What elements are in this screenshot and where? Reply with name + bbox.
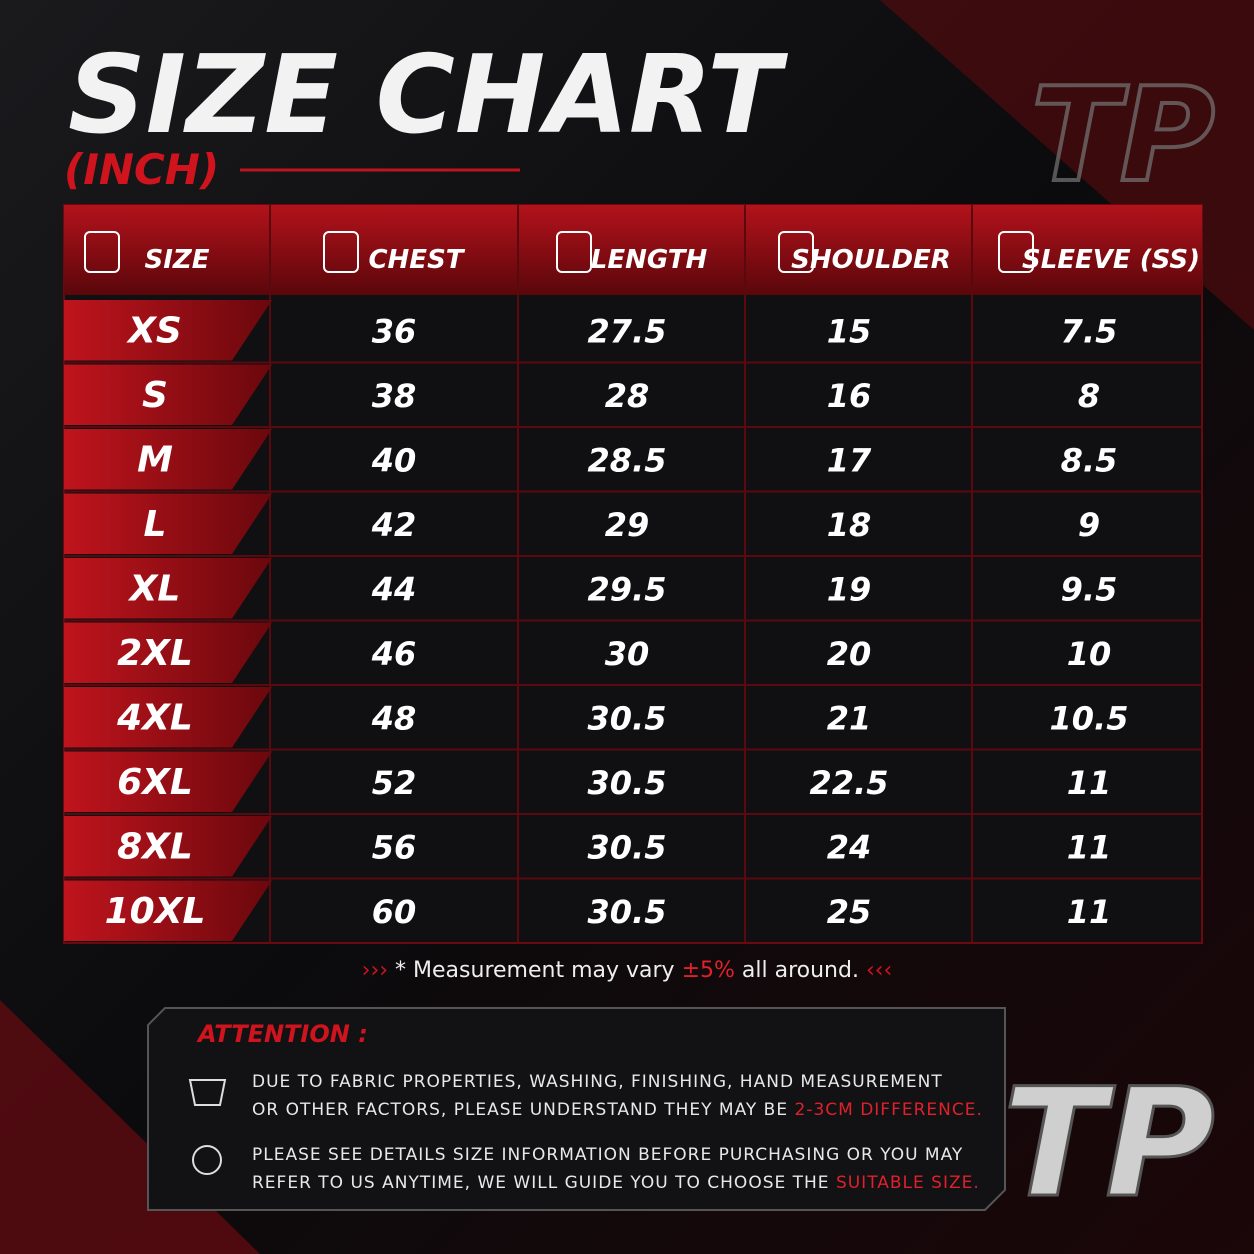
size-label: L	[144, 504, 167, 545]
measurement-cell: 25	[827, 893, 872, 931]
measurement-cell: 11	[1067, 893, 1112, 931]
size-cell	[64, 558, 272, 619]
attention-text: DUE TO FABRIC PROPERTIES, WASHING, FINIS…	[252, 1072, 943, 1092]
wash-icon	[188, 1079, 227, 1106]
measurement-cell: 10.5	[1050, 699, 1129, 737]
measurement-cell: 48	[371, 699, 417, 737]
measurement-cell: 30.5	[588, 893, 667, 931]
measurement-cell: 18	[827, 506, 872, 544]
size-label: 8XL	[117, 826, 193, 867]
size-cell	[64, 493, 272, 554]
measurement-cell: 30.5	[588, 828, 667, 866]
measurement-cell: 11	[1067, 828, 1112, 866]
measurement-cell: 11	[1067, 764, 1112, 802]
measurement-cell: 30.5	[588, 764, 667, 802]
size-cell	[64, 429, 272, 490]
size-label: S	[142, 375, 168, 416]
size-cell	[64, 364, 272, 425]
measurement-cell: 38	[372, 377, 417, 415]
icons	[188, 1079, 227, 1175]
column-header: CHEST	[368, 245, 465, 275]
logo: TP	[1031, 59, 1215, 211]
measurement-cell: 24	[827, 828, 872, 866]
attention-highlight: SUITABLE SIZE.	[836, 1173, 980, 1193]
size-label: XS	[126, 310, 182, 351]
column-header: SIZE	[144, 245, 209, 275]
attention-line: PLEASE SEE DETAILS SIZE INFORMATION BEFO…	[252, 1145, 963, 1165]
measurement-cell: 29	[605, 506, 650, 544]
measurement-cell: 17	[827, 441, 872, 479]
measurement-cell: 27.5	[588, 312, 667, 350]
column-header: LENGTH	[591, 245, 708, 275]
measurement-cell: 9.5	[1061, 570, 1118, 608]
measurement-cell: 21	[827, 699, 872, 737]
measurement-cell: 52	[372, 764, 417, 802]
measurement-cell: 19	[827, 570, 872, 608]
measurement-cell: 20	[827, 635, 872, 673]
attention-line: OR OTHER FACTORS, PLEASE UNDERSTAND THEY…	[252, 1100, 983, 1120]
attention-line: DUE TO FABRIC PROPERTIES, WASHING, FINIS…	[252, 1072, 943, 1092]
measurement-cell: 9	[1078, 506, 1100, 544]
measurement-cell: 46	[371, 635, 417, 673]
size-label: 10XL	[105, 891, 206, 932]
size-cell	[64, 751, 272, 812]
measurement-cell: 30	[605, 635, 650, 673]
measurement-cell: 56	[372, 828, 417, 866]
column-icon	[84, 231, 120, 273]
size-cell	[64, 880, 272, 941]
measurement-cell: 22.5	[810, 764, 889, 802]
size-cell	[64, 622, 272, 683]
measurement-cell: 36	[372, 312, 417, 350]
column-header: SHOULDER	[791, 245, 951, 275]
size-cell	[64, 816, 272, 877]
attention-line: REFER TO US ANYTIME, WE WILL GUIDE YOU T…	[252, 1173, 980, 1193]
measurement-cell: 42	[371, 506, 417, 544]
subtitle: (INCH)	[64, 145, 219, 194]
tape-icon	[192, 1145, 222, 1175]
size-label: M	[137, 439, 173, 480]
attention-text: REFER TO US ANYTIME, WE WILL GUIDE YOU T…	[252, 1173, 836, 1193]
size-cell	[64, 300, 272, 361]
measurement-cell: 30.5	[588, 699, 667, 737]
attention-title: ATTENTION :	[196, 1020, 368, 1048]
note: ››› * Measurement may vary ±5% all aroun…	[362, 958, 893, 983]
column-icon	[556, 231, 592, 273]
size-label: 4XL	[116, 697, 193, 738]
size-label: 6XL	[117, 762, 193, 803]
attention-text: PLEASE SEE DETAILS SIZE INFORMATION BEFO…	[252, 1145, 963, 1165]
measurement-cell: 60	[372, 893, 417, 931]
measurement-cell: 15	[827, 312, 872, 350]
attention-highlight: 2-3CM DIFFERENCE.	[795, 1100, 983, 1120]
size-table: SIZE CHEST LENGTH SHOULDER SLEEVE (SS) XS 36 27…	[63, 204, 1203, 944]
measurement-cell: 28.5	[588, 441, 667, 479]
measurement-cell: 8	[1078, 377, 1100, 415]
attention-text: OR OTHER FACTORS, PLEASE UNDERSTAND THEY…	[252, 1100, 795, 1120]
column-icon	[323, 231, 359, 273]
size-label: XL	[128, 568, 181, 609]
measurement-cell: 10	[1067, 635, 1112, 673]
measurement-cell: 8.5	[1061, 441, 1118, 479]
measurement-cell: 40	[371, 441, 417, 479]
size-label: 2XL	[117, 633, 193, 674]
measurement-cell: 44	[371, 570, 417, 608]
title: SIZE CHART	[68, 33, 788, 158]
size-cell	[64, 687, 272, 748]
measurement-cell: 28	[605, 377, 650, 415]
measurement-cell: 29.5	[588, 570, 667, 608]
column-header: SLEEVE (SS)	[1022, 245, 1200, 275]
column-icon	[998, 231, 1034, 273]
logo: TP	[1003, 1057, 1215, 1231]
column-icon	[778, 231, 814, 273]
attention-box	[147, 1007, 1006, 1211]
table-header	[64, 205, 1202, 295]
measurement-cell: 16	[827, 377, 872, 415]
measurement-cell: 7.5	[1061, 312, 1118, 350]
